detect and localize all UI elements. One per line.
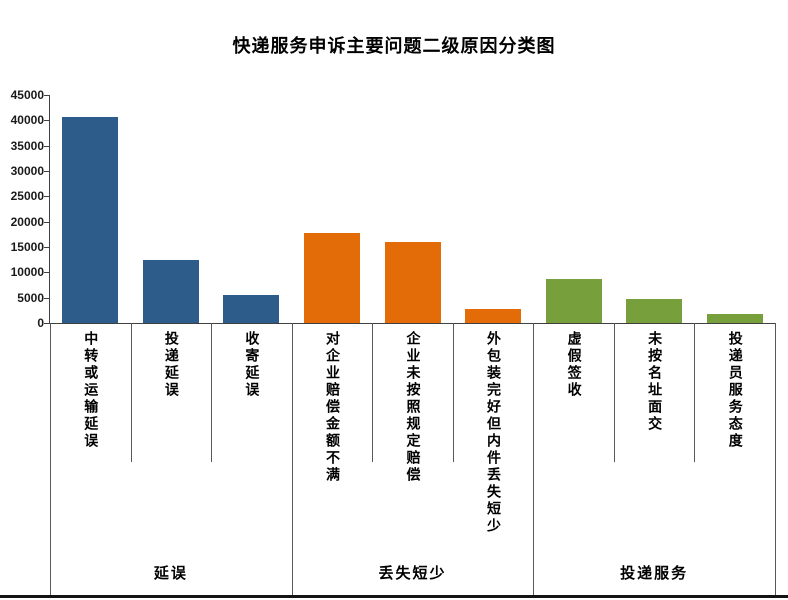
bar-对企业赔偿金额不满 (303, 233, 360, 323)
y-axis-tick-mark (44, 95, 49, 96)
y-axis-tick-label: 10000 (10, 265, 44, 280)
category-label-投递延误: 投递延误 (163, 331, 180, 399)
y-axis-line (49, 95, 50, 324)
category-separator (613, 323, 615, 462)
category-label-外包装完好但内件丢失短少: 外包装完好但内件丢失短少 (486, 331, 503, 535)
group-separator (775, 323, 776, 595)
category-separator (452, 323, 454, 462)
y-axis-tick-label: 30000 (10, 164, 44, 178)
bar-投递延误 (142, 259, 199, 323)
category-label-中转或运输延误: 中转或运输延误 (83, 331, 100, 450)
y-axis-tick-label: 20000 (10, 214, 44, 229)
y-axis-tick-label: 40000 (10, 113, 44, 128)
bar-未按名址面交 (626, 298, 683, 323)
group-separator (50, 323, 51, 595)
group-separator (291, 323, 293, 595)
group-label-投递服务: 投递服务 (620, 565, 689, 582)
category-separator (211, 323, 213, 462)
bar-投递员服务态度 (706, 313, 763, 323)
category-label-投递员服务态度: 投递员服务态度 (727, 331, 744, 450)
category-separator (372, 323, 374, 462)
y-axis-tick-mark (44, 247, 49, 248)
y-axis-tick-mark (44, 272, 49, 274)
y-axis-tick-label: 15000 (10, 240, 44, 254)
x-axis-line (49, 323, 776, 324)
bar-虚假签收 (545, 278, 602, 323)
chart-bottom-border (0, 595, 788, 598)
bar-收寄延误 (223, 295, 280, 323)
category-separator (130, 323, 132, 462)
group-label-延误: 延误 (153, 565, 188, 582)
y-axis-tick-mark (44, 323, 49, 324)
category-label-收寄延误: 收寄延误 (244, 331, 261, 399)
category-separator (694, 323, 696, 462)
y-axis-tick-mark (44, 297, 49, 299)
category-label-虚假签收: 虚假签收 (566, 331, 583, 399)
y-axis-tick-label: 25000 (10, 189, 44, 204)
y-axis-tick-label: 5000 (17, 290, 44, 305)
category-label-对企业赔偿金额不满: 对企业赔偿金额不满 (324, 331, 341, 484)
category-label-未按名址面交: 未按名址面交 (647, 331, 664, 433)
group-label-丢失短少: 丢失短少 (378, 565, 447, 582)
y-axis-tick-mark (44, 221, 49, 223)
bar-中转或运输延误 (62, 116, 119, 323)
y-axis-tick-label: 0 (37, 316, 44, 330)
y-axis-tick-mark (44, 196, 49, 198)
y-axis-tick-mark (44, 145, 49, 147)
y-axis-tick-mark (44, 171, 49, 172)
y-axis-tick-label: 35000 (10, 138, 44, 153)
category-label-企业未按照规定赔偿: 企业未按照规定赔偿 (405, 331, 422, 484)
bar-外包装完好但内件丢失短少 (465, 308, 522, 323)
y-axis-tick-label: 45000 (10, 88, 44, 102)
bar-企业未按照规定赔偿 (384, 241, 441, 323)
chart-title: 快递服务申诉主要问题二级原因分类图 (232, 36, 556, 56)
group-separator (533, 323, 535, 595)
y-axis-tick-mark (44, 120, 49, 122)
